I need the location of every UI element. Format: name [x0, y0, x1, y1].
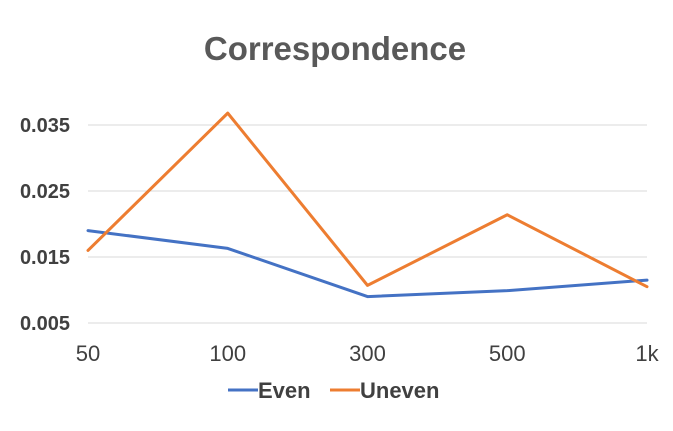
series-lines [86, 111, 649, 299]
y-tick-label: 0.005 [20, 313, 70, 335]
x-tick-label: 50 [76, 341, 100, 366]
x-axis-ticks: 50 100 300 500 1k [76, 341, 660, 366]
x-tick-label: 100 [209, 341, 246, 366]
y-tick-label: 0.015 [20, 247, 70, 269]
y-tick-label: 0.035 [20, 115, 70, 137]
series-line-even [86, 229, 649, 299]
x-tick-label: 300 [349, 341, 386, 366]
legend: Even Uneven [228, 378, 439, 403]
x-tick-label: 500 [489, 341, 526, 366]
legend-label-uneven: Uneven [360, 378, 439, 403]
y-tick-label: 0.025 [20, 181, 70, 203]
chart-title: Correspondence [204, 30, 466, 67]
legend-label-even: Even [258, 378, 311, 403]
y-axis-ticks: 0.005 0.015 0.025 0.035 [20, 115, 70, 335]
gridlines [88, 124, 647, 324]
series-line-uneven [86, 111, 649, 289]
x-tick-label: 1k [635, 341, 659, 366]
